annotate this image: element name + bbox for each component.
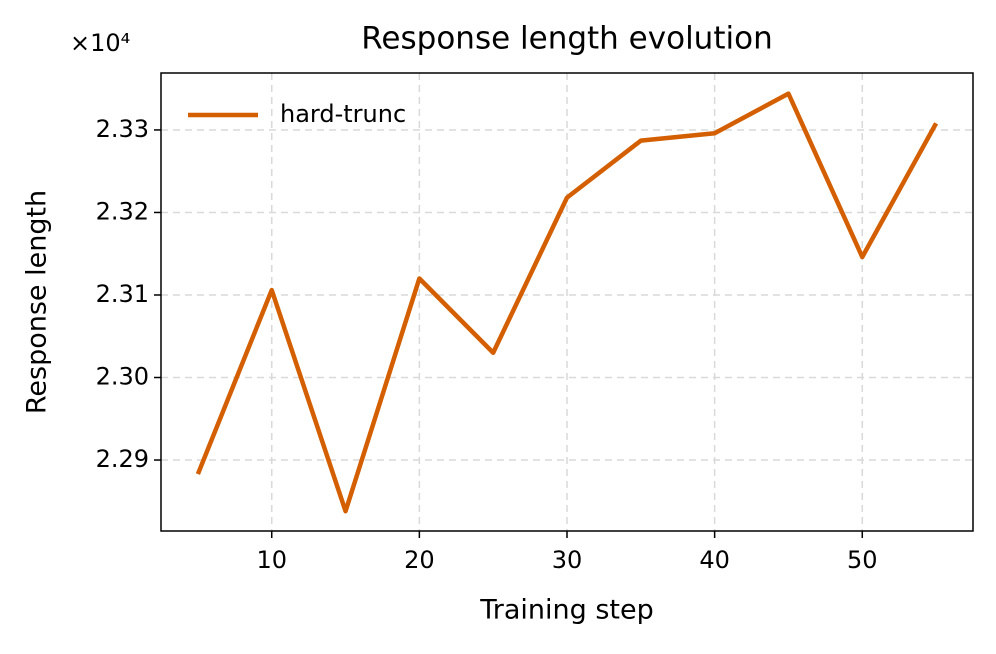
- plot-frame: [160, 72, 974, 532]
- x-tick-label: 10: [256, 546, 287, 574]
- chart-title: Response length evolution: [361, 21, 772, 57]
- y-offset-label: ×10⁴: [70, 29, 130, 57]
- y-tick-label: 2.30: [96, 363, 149, 391]
- x-tick-label: 30: [552, 546, 583, 574]
- line-series: [195, 91, 939, 514]
- legend-label: hard-trunc: [280, 100, 406, 128]
- x-tick-label: 50: [847, 546, 878, 574]
- y-axis-label: Response length: [22, 190, 53, 414]
- x-axis-label: Training step: [479, 595, 654, 626]
- y-tick-label: 2.31: [96, 280, 149, 308]
- x-tick-label: 20: [404, 546, 435, 574]
- y-tick-label: 2.33: [96, 115, 149, 143]
- y-tick-label: 2.32: [96, 197, 149, 225]
- x-tick-label: 40: [699, 546, 730, 574]
- y-tick-label: 2.29: [96, 445, 149, 473]
